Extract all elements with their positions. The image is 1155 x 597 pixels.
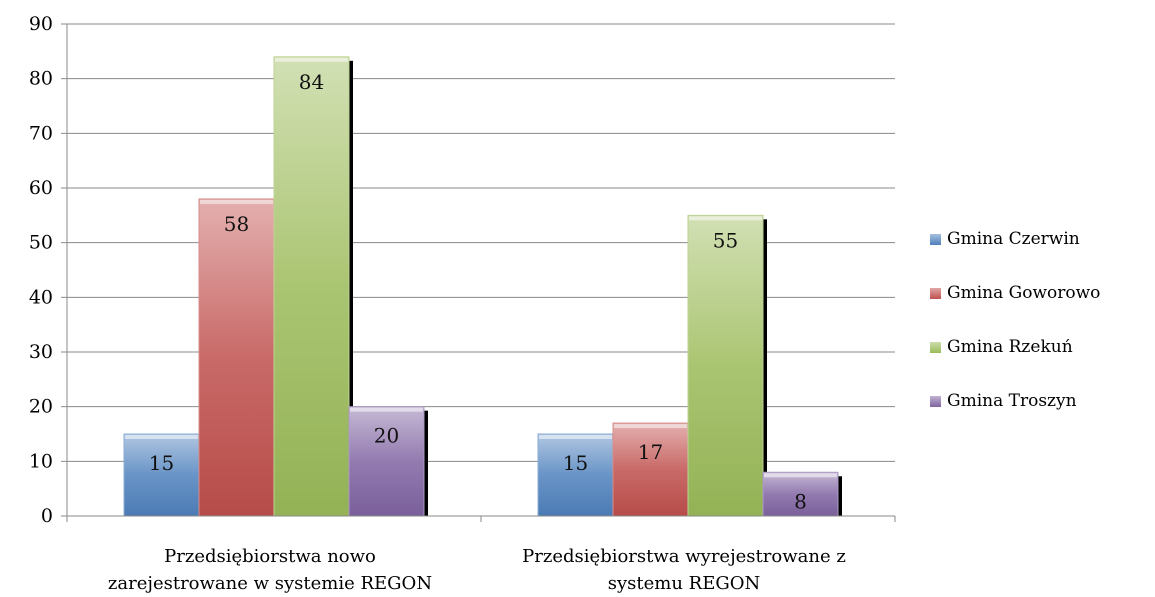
bar xyxy=(198,198,275,517)
y-tick-label: 0 xyxy=(41,505,53,527)
x-category-label: zarejestrowane w systemie REGON xyxy=(108,573,432,594)
legend-swatch xyxy=(930,233,941,245)
bar-highlight xyxy=(689,216,762,221)
data-label: 58 xyxy=(224,212,249,236)
legend-item: Gmina Goworowo xyxy=(930,280,1100,306)
x-category-label: Przedsiębiorstwa nowo xyxy=(164,546,376,567)
bar xyxy=(537,433,614,517)
legend-swatch xyxy=(930,395,941,407)
y-tick-label: 50 xyxy=(29,232,53,254)
legend-item: Gmina Rzekuń xyxy=(930,334,1100,360)
bars: 15 58 84 20 15 17 55 8 xyxy=(123,56,842,517)
bar xyxy=(762,471,839,517)
x-axis-categories: Przedsiębiorstwa nowo zarejestrowane w sy… xyxy=(108,546,846,594)
legend-label: Gmina Goworowo xyxy=(947,283,1101,303)
legend-label: Gmina Troszyn xyxy=(947,391,1077,411)
y-tick-label: 10 xyxy=(29,450,53,472)
legend-swatch xyxy=(930,341,941,353)
y-tick-label: 60 xyxy=(29,177,53,199)
axes xyxy=(66,24,896,522)
bar xyxy=(123,433,200,517)
y-tick-label: 40 xyxy=(29,286,53,308)
data-label: 15 xyxy=(149,451,174,475)
legend: Gmina Czerwin Gmina Goworowo Gmina Rzekuń G… xyxy=(930,226,1100,442)
y-tick-label: 80 xyxy=(29,68,53,90)
y-axis-ticks: 0 10 20 30 40 50 60 70 80 90 xyxy=(29,13,67,527)
bar xyxy=(273,56,350,517)
bar-highlight xyxy=(200,199,273,204)
bar-highlight xyxy=(764,473,837,478)
y-tick-label: 30 xyxy=(29,341,53,363)
bar-highlight xyxy=(125,435,198,439)
y-tick-label: 70 xyxy=(29,122,53,144)
bar xyxy=(348,406,425,517)
bar-highlight xyxy=(539,435,612,439)
bar xyxy=(612,422,689,517)
legend-label: Gmina Rzekuń xyxy=(947,337,1073,357)
legend-item: Gmina Troszyn xyxy=(930,388,1100,414)
data-label: 20 xyxy=(374,424,399,448)
legend-label: Gmina Czerwin xyxy=(947,229,1080,249)
gridlines xyxy=(67,23,895,462)
y-tick-label: 20 xyxy=(29,396,53,418)
data-label: 55 xyxy=(713,228,738,252)
y-tick-label: 90 xyxy=(29,13,53,35)
data-label: 15 xyxy=(563,451,588,475)
legend-item: Gmina Czerwin xyxy=(930,226,1100,252)
x-category-label: systemu REGON xyxy=(608,573,761,594)
bar-highlight xyxy=(350,407,423,412)
bar xyxy=(687,214,764,517)
data-label: 17 xyxy=(638,440,663,464)
data-label: 8 xyxy=(794,489,807,513)
bar-highlight xyxy=(275,57,348,62)
bar-highlight xyxy=(614,424,687,429)
legend-swatch xyxy=(930,287,941,299)
data-label: 84 xyxy=(299,70,324,94)
x-category-label: Przedsiębiorstwa wyrejestrowane z xyxy=(522,546,846,567)
